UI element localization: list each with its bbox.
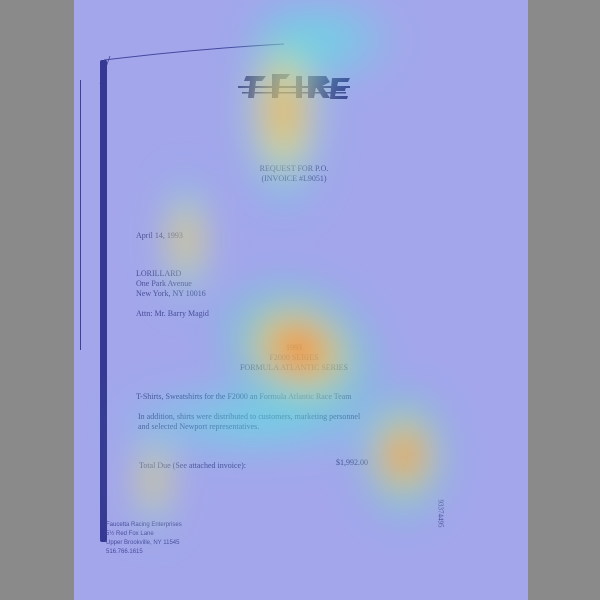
series-year: 1993 [286,343,302,352]
sender-phone: 516.766.1615 [106,549,143,555]
sender-city: Upper Brookville, NY 11545 [106,540,180,546]
series-name-1: F2000 SERIES [269,353,319,362]
request-title: REQUEST FOR P.O. [259,164,329,173]
fire-logo [238,74,350,99]
document-page: REQUEST FOR P.O. (INVOICE #L9051) April … [74,0,528,600]
document-id: 93374495 [436,499,445,528]
series-name-2: FORMULA ATLANTIC SERIES [239,363,348,372]
addressee-city: New York, NY 10016 [136,289,206,298]
distribution-note-2: and selected Newport representatives. [138,422,260,431]
letter-date: April 14, 1993 [136,231,183,240]
invoice-number: (INVOICE #L9051) [261,174,327,183]
binding-bar [100,60,107,542]
addressee-company: LORILLARD [136,269,182,278]
total-label: Total Due (See attached invoice): [139,461,246,470]
total-amount: $1,992.00 [336,458,368,467]
distribution-note-1: In addition, shirts were distributed to … [138,412,361,421]
line-items: T-Shirts, Sweatshirts for the F2000 an F… [136,392,352,401]
addressee-street: One Park Avenue [136,279,192,288]
sender-street: 5½ Red Fox Lane [106,531,154,537]
sender-name: Faucetta Racing Enterprises [106,522,182,528]
left-margin-line [80,80,81,350]
attention-line: Attn: Mr. Barry Magid [136,309,209,318]
